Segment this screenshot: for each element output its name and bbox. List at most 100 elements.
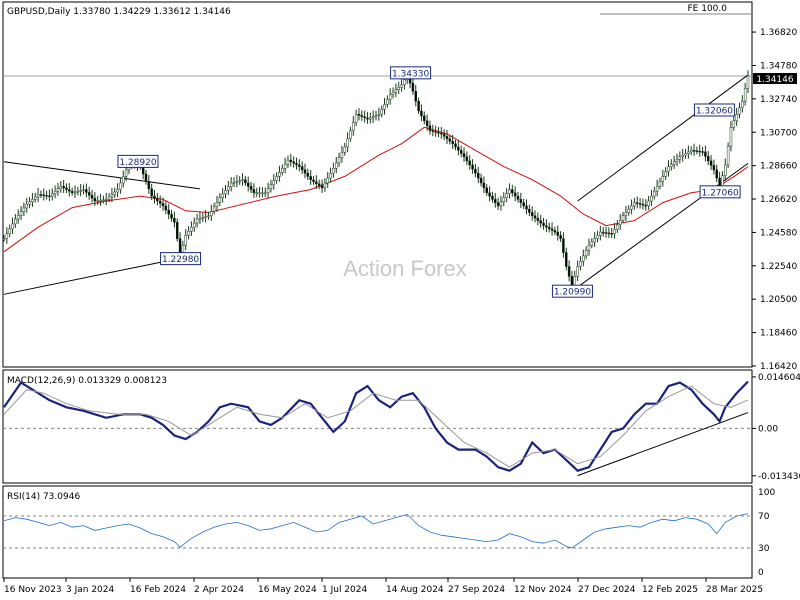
candle-body [539, 220, 542, 224]
candle-body [113, 191, 116, 195]
candle-body [2, 238, 6, 240]
candle-body [193, 222, 196, 228]
candle-body [522, 202, 525, 207]
candle-body [315, 181, 318, 185]
candle-body [283, 163, 287, 169]
macd-title: MACD(12,26,9) 0.013329 0.008123 [7, 376, 167, 386]
candle-body [735, 113, 738, 122]
price-tick-label: 1.18460 [760, 329, 797, 339]
macd-tick-label: -0.013436 [758, 472, 800, 482]
candle-body [107, 196, 111, 200]
candle-body [218, 197, 222, 203]
candle-body [596, 235, 599, 239]
candle-body [590, 241, 594, 246]
candle-body [371, 116, 375, 119]
candle-body [593, 238, 596, 243]
candle-body [743, 88, 747, 102]
candle-body [698, 150, 701, 153]
price-tick-label: 1.36820 [760, 28, 797, 38]
candle-body [445, 136, 449, 140]
candle-body [468, 160, 471, 166]
candle-body [264, 192, 267, 195]
candle-body [96, 200, 99, 202]
candle-body [675, 159, 679, 162]
candle-body [633, 202, 636, 207]
moving-average [3, 126, 749, 253]
candle-body [11, 223, 14, 230]
price-tick-label: 1.16420 [760, 362, 797, 372]
candle-body [59, 186, 63, 189]
rsi-tick-label: 0 [758, 568, 764, 578]
candle-body [272, 180, 276, 185]
annotation-box [551, 284, 593, 298]
time-tick-label: 16 May 2024 [258, 585, 317, 595]
candle-body [144, 173, 148, 182]
candle-body [687, 151, 690, 154]
candle-body [431, 130, 435, 132]
candle-body [658, 181, 662, 187]
candle-body [241, 179, 244, 181]
candle-body [565, 252, 568, 267]
annotation-label: 1.34330 [392, 69, 429, 79]
candle-body [158, 200, 162, 204]
macd-series: 0.014604 0.00 -0.013436 [3, 373, 800, 482]
annotation-label: 1.28920 [119, 158, 156, 168]
candle-body [465, 156, 469, 162]
candle-body [39, 194, 43, 196]
candle-body [187, 231, 190, 236]
candle-body [647, 200, 650, 207]
candle-body [448, 138, 452, 142]
candle-body [621, 215, 625, 221]
candle-body [434, 131, 437, 133]
candle-body [570, 276, 574, 287]
candle-body [116, 189, 119, 193]
candle-body [417, 100, 420, 112]
candle-body [741, 100, 744, 108]
candle-body [278, 172, 281, 177]
candle-body [547, 226, 551, 230]
candle-body [14, 218, 17, 225]
candle-body [28, 201, 31, 205]
candle-body [718, 177, 721, 187]
candle-body [613, 228, 616, 234]
candle-body [70, 190, 74, 194]
candle-body [457, 146, 460, 151]
macd-trendline [577, 412, 749, 477]
candle-body [332, 168, 335, 174]
candle-body [298, 164, 301, 167]
candle-body [320, 185, 324, 189]
candle-body [102, 199, 105, 202]
time-axis: 16 Nov 2023 3 Jan 2024 16 Feb 2024 2 Apr 20… [3, 578, 763, 595]
candle-body [681, 154, 684, 158]
candle-body [153, 195, 156, 199]
candle-body [440, 132, 443, 135]
candle-body [22, 207, 26, 212]
candle-body [99, 199, 102, 202]
candle-body [19, 211, 23, 216]
sma-line [3, 126, 749, 253]
candle-body [721, 175, 724, 187]
candle-body [232, 181, 236, 184]
candle-body [576, 266, 579, 277]
candle-body [229, 182, 233, 187]
candle-body [110, 194, 114, 198]
candle-body [485, 187, 488, 194]
candle-body [474, 168, 477, 174]
candle-body [403, 79, 406, 86]
candle-body [198, 217, 202, 220]
time-tick-label: 2 Apr 2024 [194, 585, 244, 595]
candle-body [48, 195, 51, 197]
candle-body [36, 194, 40, 198]
candle-body [170, 213, 173, 219]
candle-body [587, 244, 591, 251]
candle-body [173, 217, 176, 223]
candle-body [309, 176, 312, 180]
candle-body [62, 186, 65, 189]
candle-body [641, 204, 645, 206]
candle-body [400, 84, 403, 88]
candle-body [76, 190, 80, 193]
candle-body [672, 161, 676, 165]
candle-body [124, 169, 128, 177]
candle-body [479, 177, 483, 184]
